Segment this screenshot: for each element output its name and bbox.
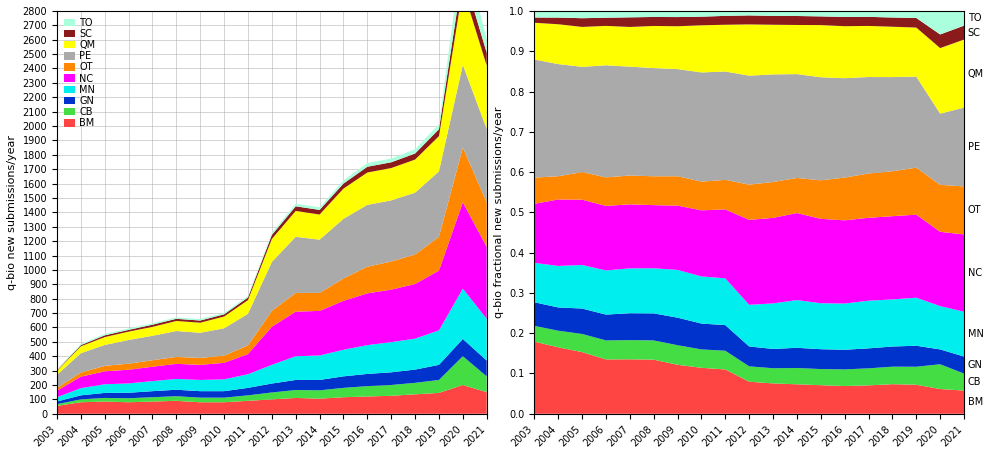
Y-axis label: q-bio new submissions/year: q-bio new submissions/year: [7, 135, 17, 290]
Text: BM: BM: [967, 397, 983, 407]
Text: CB: CB: [967, 377, 981, 387]
Text: QM: QM: [967, 69, 984, 79]
Text: OT: OT: [967, 205, 981, 215]
Y-axis label: q-bio fractional new submissions/year: q-bio fractional new submissions/year: [494, 106, 504, 318]
Text: SC: SC: [967, 28, 980, 38]
Text: NC: NC: [967, 268, 982, 278]
Text: PE: PE: [967, 142, 980, 152]
Legend: TO, SC, QM, PE, OT, NC, MN, GN, CB, BM: TO, SC, QM, PE, OT, NC, MN, GN, CB, BM: [61, 16, 97, 130]
Text: TO: TO: [967, 13, 981, 23]
Text: MN: MN: [967, 329, 983, 339]
Text: GN: GN: [967, 360, 982, 370]
